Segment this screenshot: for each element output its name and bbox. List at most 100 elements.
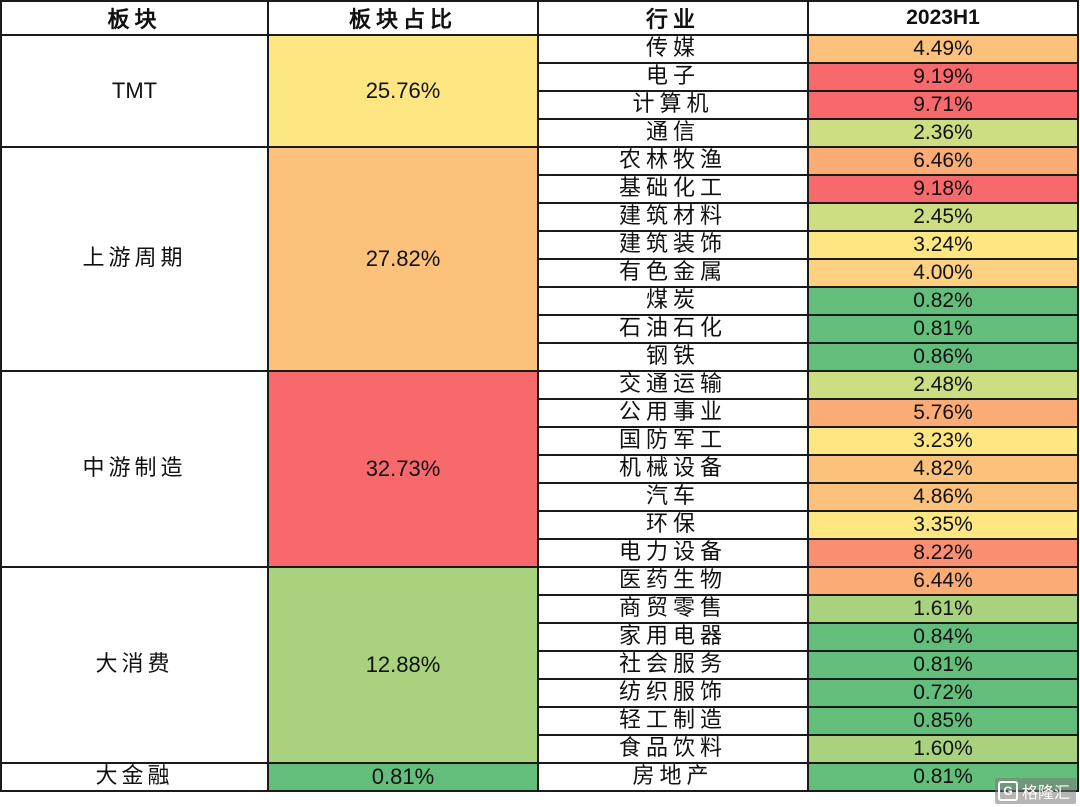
industry-name-cell: 钢铁: [537, 342, 809, 372]
industry-name-cell: 环保: [537, 510, 809, 540]
industry-value-cell: 3.35%: [807, 510, 1079, 540]
table-row: 环保 3.35%: [1, 510, 1079, 540]
sector-name-cell: 上游周期: [0, 146, 269, 372]
table-row: 计算机 9.71%: [1, 90, 1079, 120]
table-row: 中游制造 32.73% 交通运输 2.48%: [0, 370, 1079, 568]
table-row: 商贸零售 1.61%: [1, 594, 1079, 624]
industry-name-cell: 电力设备: [537, 538, 809, 568]
table-row: 钢铁 0.86%: [1, 342, 1079, 372]
industry-value-cell: 8.22%: [807, 538, 1079, 568]
industry-value-cell: 0.72%: [807, 678, 1079, 708]
table-row: 通信 2.36%: [1, 118, 1079, 148]
sector-share-cell: 0.81%: [267, 762, 539, 792]
industry-name-cell: 国防军工: [537, 426, 809, 456]
industry-value-cell: 4.86%: [807, 482, 1079, 512]
sector-share-cell: 12.88%: [267, 566, 539, 764]
industry-value-cell: 6.44%: [807, 566, 1079, 596]
sector-name-cell: 大金融: [0, 762, 269, 792]
header-sector-share: 板块占比: [267, 0, 539, 36]
industry-name-cell: 家用电器: [537, 622, 809, 652]
industry-name-cell: 交通运输: [537, 370, 809, 400]
industry-value-cell: 1.61%: [807, 594, 1079, 624]
table-row: 有色金属 4.00%: [1, 258, 1079, 288]
industry-name-cell: 机械设备: [537, 454, 809, 484]
industry-name-cell: 计算机: [537, 90, 809, 120]
table-row: 石油石化 0.81%: [1, 314, 1079, 344]
industry-value-cell: 0.81%: [807, 650, 1079, 680]
table-row: 社会服务 0.81%: [1, 650, 1079, 680]
industry-value-cell: 3.24%: [807, 230, 1079, 260]
table-row: 国防军工 3.23%: [1, 426, 1079, 456]
table-row: 建筑材料 2.45%: [1, 202, 1079, 232]
table-row: 建筑装饰 3.24%: [1, 230, 1079, 260]
sector-name-cell: 中游制造: [0, 370, 269, 568]
industry-name-cell: 汽车: [537, 482, 809, 512]
table-row: 轻工制造 0.85%: [1, 706, 1079, 736]
industry-value-cell: 2.48%: [807, 370, 1079, 400]
table-row: 机械设备 4.82%: [1, 454, 1079, 484]
header-row: 板块 板块占比 行业 2023H1: [0, 0, 1079, 36]
table-row: 纺织服饰 0.72%: [1, 678, 1079, 708]
industry-value-cell: 6.46%: [807, 146, 1079, 176]
industry-value-cell: 5.76%: [807, 398, 1079, 428]
sector-share-cell: 25.76%: [267, 34, 539, 148]
industry-value-cell: 2.45%: [807, 202, 1079, 232]
watermark: G 格隆汇: [994, 778, 1076, 804]
industry-value-cell: 0.86%: [807, 342, 1079, 372]
table-row: 公用事业 5.76%: [1, 398, 1079, 428]
industry-name-cell: 农林牧渔: [537, 146, 809, 176]
header-period: 2023H1: [807, 0, 1079, 36]
table-row: 食品饮料 1.60%: [1, 734, 1079, 764]
industry-value-cell: 0.84%: [807, 622, 1079, 652]
industry-name-cell: 食品饮料: [537, 734, 809, 764]
brand-logo-icon: G: [997, 781, 1018, 801]
industry-name-cell: 轻工制造: [537, 706, 809, 736]
watermark-text: 格隆汇: [1021, 783, 1070, 802]
sector-name-cell: TMT: [0, 34, 269, 148]
header-sector: 板块: [0, 0, 269, 36]
industry-name-cell: 房地产: [537, 762, 809, 792]
industry-value-cell: 0.81%: [807, 314, 1079, 344]
sector-share-cell: 32.73%: [267, 370, 539, 568]
industry-name-cell: 传媒: [537, 34, 809, 64]
table-row: 大金融 0.81% 房地产 0.81%: [0, 762, 1079, 792]
table-row: 煤炭 0.82%: [1, 286, 1079, 316]
industry-value-cell: 4.00%: [807, 258, 1079, 288]
industry-value-cell: 0.82%: [807, 286, 1079, 316]
industry-name-cell: 建筑材料: [537, 202, 809, 232]
sector-share-cell: 27.82%: [267, 146, 539, 372]
sector-name-cell: 大消费: [0, 566, 269, 764]
table-row: 电力设备 8.22%: [1, 538, 1079, 568]
industry-name-cell: 纺织服饰: [537, 678, 809, 708]
table-row: TMT 25.76% 传媒 4.49%: [0, 34, 1079, 148]
table-row: 电子 9.19%: [1, 62, 1079, 92]
header-industry: 行业: [537, 0, 809, 36]
industry-value-cell: 3.23%: [807, 426, 1079, 456]
industry-name-cell: 商贸零售: [537, 594, 809, 624]
industry-name-cell: 电子: [537, 62, 809, 92]
industry-name-cell: 基础化工: [537, 174, 809, 204]
industry-name-cell: 石油石化: [537, 314, 809, 344]
table-row: 汽车 4.86%: [1, 482, 1079, 512]
industry-name-cell: 公用事业: [537, 398, 809, 428]
industry-name-cell: 建筑装饰: [537, 230, 809, 260]
industry-value-cell: 4.82%: [807, 454, 1079, 484]
industry-name-cell: 煤炭: [537, 286, 809, 316]
industry-name-cell: 通信: [537, 118, 809, 148]
table-row: 大消费 12.88% 医药生物 6.44%: [0, 566, 1079, 764]
table-row: 家用电器 0.84%: [1, 622, 1079, 652]
table-body: TMT 25.76% 传媒 4.49% 电子 9.19% 计算机 9.71% 通信 2.36% 上游…: [0, 34, 1079, 792]
industry-name-cell: 有色金属: [537, 258, 809, 288]
industry-value-cell: 0.85%: [807, 706, 1079, 736]
industry-value-cell: 9.19%: [807, 62, 1079, 92]
table-row: 上游周期 27.82% 农林牧渔 6.46%: [0, 146, 1079, 372]
industry-value-cell: 9.71%: [807, 90, 1079, 120]
industry-value-cell: 4.49%: [807, 34, 1079, 64]
industry-name-cell: 社会服务: [537, 650, 809, 680]
industry-value-cell: 9.18%: [807, 174, 1079, 204]
table-row: 基础化工 9.18%: [1, 174, 1079, 204]
industry-value-cell: 2.36%: [807, 118, 1079, 148]
industry-value-cell: 1.60%: [807, 734, 1079, 764]
industry-name-cell: 医药生物: [537, 566, 809, 596]
